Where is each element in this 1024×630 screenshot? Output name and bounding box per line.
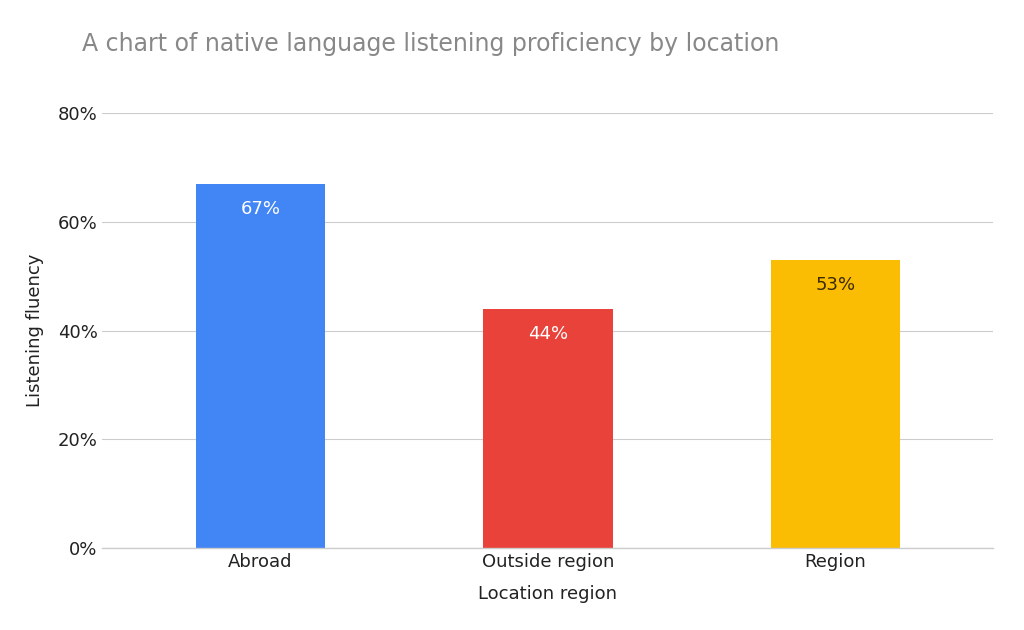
Text: 44%: 44% xyxy=(527,325,568,343)
X-axis label: Location region: Location region xyxy=(478,585,617,603)
Text: 67%: 67% xyxy=(241,200,281,219)
Bar xyxy=(196,184,326,548)
Text: A chart of native language listening proficiency by location: A chart of native language listening pro… xyxy=(82,32,779,55)
Bar xyxy=(771,260,900,548)
Bar xyxy=(483,309,612,548)
Y-axis label: Listening fluency: Listening fluency xyxy=(26,254,44,408)
Text: 53%: 53% xyxy=(815,277,855,294)
